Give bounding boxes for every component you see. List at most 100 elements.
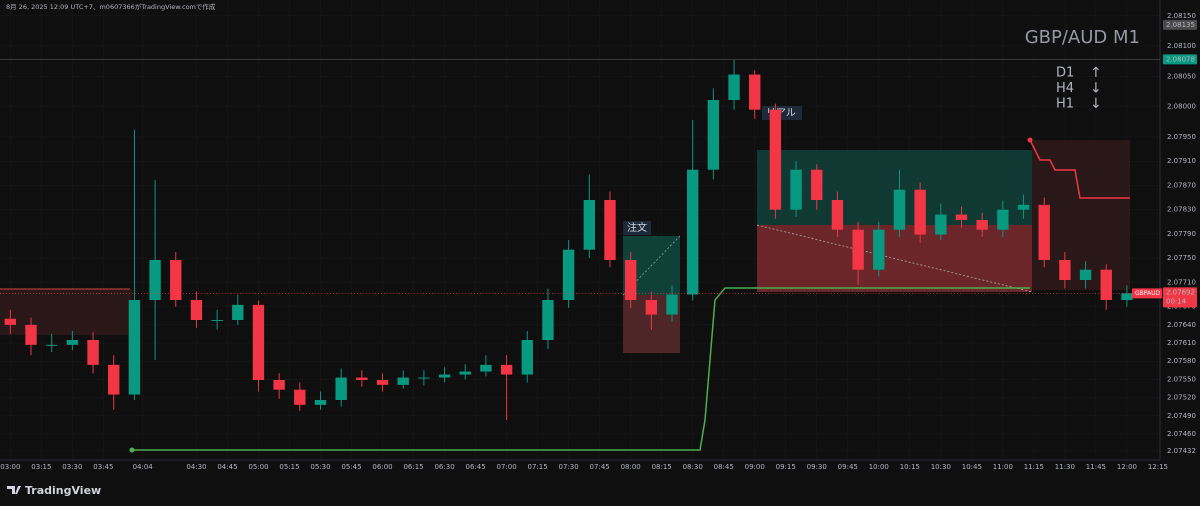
candle-body [356,377,368,380]
candle-body [914,189,926,235]
candle-body [955,214,968,220]
timeframe: D1 [1056,66,1074,81]
y-tick-label: 2.07870 [1167,181,1196,189]
bottom-bar: TradingView [0,475,1200,506]
candle-body [769,109,782,210]
y-tick-label: 2.08000 [1167,103,1196,111]
candle-body [108,364,120,395]
x-tick-label: 05:30 [310,463,330,471]
candle-body [376,380,389,385]
candle-body [211,320,223,321]
x-tick-label: 10:00 [869,463,889,471]
trail-dot [129,447,135,453]
candle-body [604,200,616,260]
y-tick-label: 2.07610 [1167,339,1196,347]
y-tick-label: 2.07830 [1167,206,1196,214]
x-tick-label: 08:45 [714,463,734,471]
y-tick-label: 2.08100 [1167,42,1196,50]
timeframe: H4 [1056,81,1074,96]
x-tick-label: 04:04 [133,463,154,471]
candle-body [521,340,533,375]
x-tick-label: 06:45 [465,463,485,471]
stop-line [1029,139,1130,199]
candle-body [314,400,327,405]
x-tick-label: 09:00 [745,463,765,471]
candle-body [728,74,740,100]
y-tick-label: 2.08150 [1167,12,1196,20]
x-tick-label: 10:45 [962,463,982,471]
x-tick-label: 04:30 [186,463,206,471]
x-tick-label: 09:15 [776,463,796,471]
candle-body [87,340,99,365]
symbol-label: GBPAUD [1135,290,1160,297]
candle-body [1079,269,1092,280]
price-marker-bg [1163,19,1197,30]
caption: 8月 26, 2025 12:09 UTC+7、m0607366がTrading… [6,2,216,11]
x-tick-label: 11:45 [1086,463,1106,471]
candle-body [935,214,947,235]
last-price-bg [1163,287,1197,308]
y-tick-label: 2.07490 [1167,412,1196,420]
y-tick-label: 2.07910 [1167,157,1196,165]
chart-title: GBP/AUD M1 [1025,27,1140,48]
y-tick-label: 2.07550 [1167,375,1196,383]
brand: TradingView [25,484,101,497]
timeframe: H1 [1056,97,1074,112]
candle-body [583,200,595,250]
label-bg [623,221,651,235]
x-tick-label: 08:00 [621,463,641,471]
x-tick-label: 11:00 [993,463,1013,471]
candle-body [1121,293,1133,300]
x-tick-label: 03:45 [93,463,113,471]
x-tick-label: 10:15 [900,463,920,471]
x-tick-label: 06:15 [403,463,423,471]
candle-body [624,260,637,300]
candle-body [1038,204,1050,260]
countdown: 00:14 [1166,297,1187,305]
price-marker-bg [1163,54,1197,65]
trend-arrow: ↓ [1090,96,1102,112]
candle-body [666,294,678,315]
candle-body [831,200,844,230]
annotation: 注文 [627,221,647,234]
x-tick-label: 03:15 [31,463,51,471]
candle-body [687,169,699,295]
candle-body [252,304,265,380]
candle-body [1059,260,1071,280]
brand-logo [7,486,21,494]
x-tick-label: 04:45 [217,463,237,471]
x-tick-label: 05:00 [248,463,268,471]
y-tick-label: 2.07460 [1167,430,1196,438]
candle-body [232,304,244,320]
candle-body [811,169,823,200]
x-tick-label: 07:45 [590,463,610,471]
candle-body [976,220,988,230]
candle-body [46,344,58,346]
candle-body [1100,269,1112,300]
x-tick-label: 11:30 [1055,463,1075,471]
candle-body [852,229,864,270]
trend-arrow: ↑ [1090,65,1102,81]
price-axis [1160,0,1200,460]
candle-body [335,377,347,400]
candle-body [1017,204,1030,210]
candle-body [893,189,906,230]
candle-body [4,318,17,325]
candle-body [500,364,513,375]
candle-body [542,300,554,340]
x-tick-label: 10:30 [931,463,951,471]
candle-body [190,300,203,320]
candle-body [66,340,79,345]
candle-body [645,300,658,315]
candles [4,60,1133,420]
x-tick-label: 03:30 [62,463,82,471]
x-tick-label: 12:15 [1148,463,1168,471]
y-tick-label: 2.07950 [1167,133,1196,141]
candle-body [749,74,761,110]
x-tick-label: 03:00 [0,463,20,471]
y-tick-label: 2.07710 [1167,278,1196,286]
candle-body [480,364,492,372]
y-tick-label: 2.07580 [1167,357,1196,365]
candle-body [149,260,161,300]
